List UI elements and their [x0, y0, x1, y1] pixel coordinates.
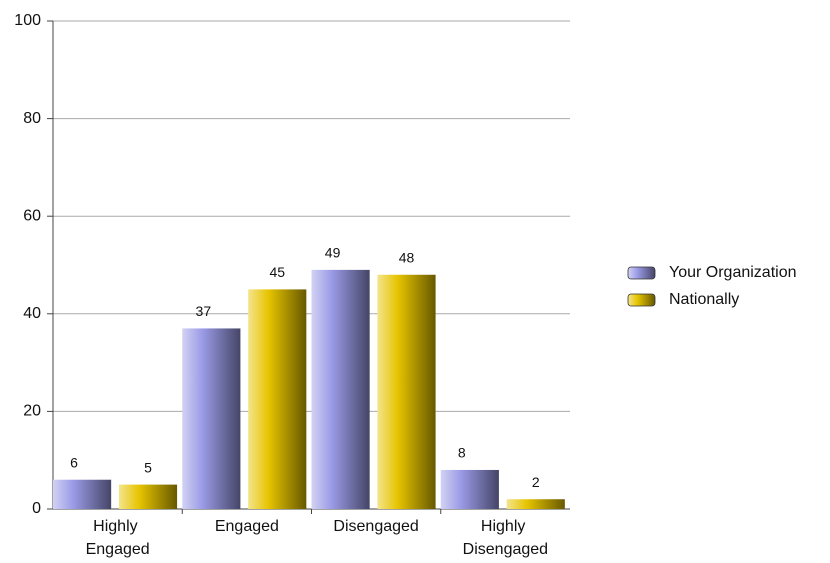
bar — [440, 469, 499, 509]
y-tick-label: 20 — [23, 403, 41, 420]
legend-label: Nationally — [669, 291, 739, 308]
legend-label: Your Organization — [669, 264, 797, 281]
value-label: 8 — [458, 445, 466, 461]
bar — [248, 289, 307, 509]
x-tick-label: Highly Engaged — [86, 518, 150, 558]
value-label: 2 — [532, 474, 540, 490]
y-tick-label: 60 — [23, 207, 41, 224]
value-label: 49 — [325, 245, 341, 261]
y-tick-label: 40 — [23, 305, 41, 322]
x-tick-label: Highly Disengaged — [463, 518, 548, 558]
bar — [377, 274, 436, 509]
value-label: 37 — [196, 303, 212, 319]
bar — [506, 499, 565, 509]
bar — [53, 479, 112, 509]
bar — [311, 269, 370, 509]
legend-swatch — [627, 293, 656, 307]
legend-swatch — [627, 266, 656, 280]
y-tick-label: 100 — [14, 12, 41, 29]
value-label: 45 — [269, 264, 285, 280]
x-tick-label: Disengaged — [333, 518, 418, 535]
y-tick-label: 0 — [32, 500, 41, 517]
bar — [182, 328, 241, 509]
bar — [118, 484, 178, 509]
value-label: 5 — [144, 459, 152, 475]
x-tick-label: Engaged — [215, 518, 279, 535]
y-tick-label: 80 — [23, 110, 41, 127]
value-label: 6 — [70, 454, 78, 470]
value-label: 48 — [399, 249, 415, 265]
